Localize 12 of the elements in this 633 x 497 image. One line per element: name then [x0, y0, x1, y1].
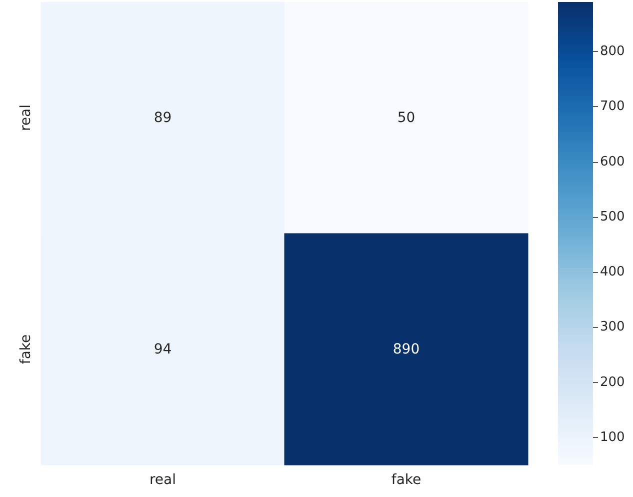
- color-bar-label: 200: [600, 374, 625, 390]
- data-label: 89: [154, 110, 172, 126]
- color-bar-label: 300: [600, 320, 625, 335]
- data-label: 890: [392, 341, 420, 358]
- data-label: 94: [154, 341, 172, 358]
- color-bar-label: 700: [600, 99, 625, 114]
- color-bar-label: 100: [600, 430, 625, 445]
- data-label: 50: [397, 110, 416, 126]
- color-bar-label: 600: [600, 154, 625, 170]
- color-bar-label: 800: [600, 44, 625, 60]
- color-bar-label: 500: [600, 209, 625, 224]
- color-bar-label: 400: [600, 264, 625, 280]
